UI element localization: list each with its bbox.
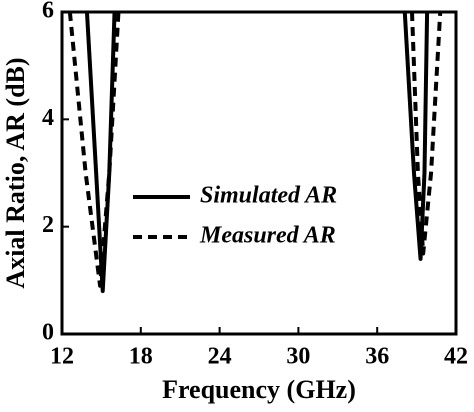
legend-label: Simulated AR xyxy=(200,183,337,209)
y-axis-label: Axial Ratio, AR (dB) xyxy=(1,57,30,288)
y-tick-label: 6 xyxy=(42,0,54,24)
x-tick-label: 30 xyxy=(286,344,310,370)
series-line xyxy=(67,12,443,288)
x-tick-label: 18 xyxy=(129,344,153,370)
y-tick-label: 4 xyxy=(42,105,54,131)
y-tick-label: 2 xyxy=(42,212,54,238)
plot-lines xyxy=(67,12,443,294)
x-axis-label: Frequency (GHz) xyxy=(162,375,356,404)
legend-label: Measured AR xyxy=(199,223,336,249)
series-line xyxy=(84,12,430,294)
x-tick-label: 12 xyxy=(50,344,74,370)
x-tick-label: 24 xyxy=(208,344,232,370)
y-tick-label: 0 xyxy=(42,320,54,346)
x-tick-label: 42 xyxy=(444,344,468,370)
plot-frame xyxy=(60,10,458,336)
x-tick-label: 36 xyxy=(365,344,389,370)
